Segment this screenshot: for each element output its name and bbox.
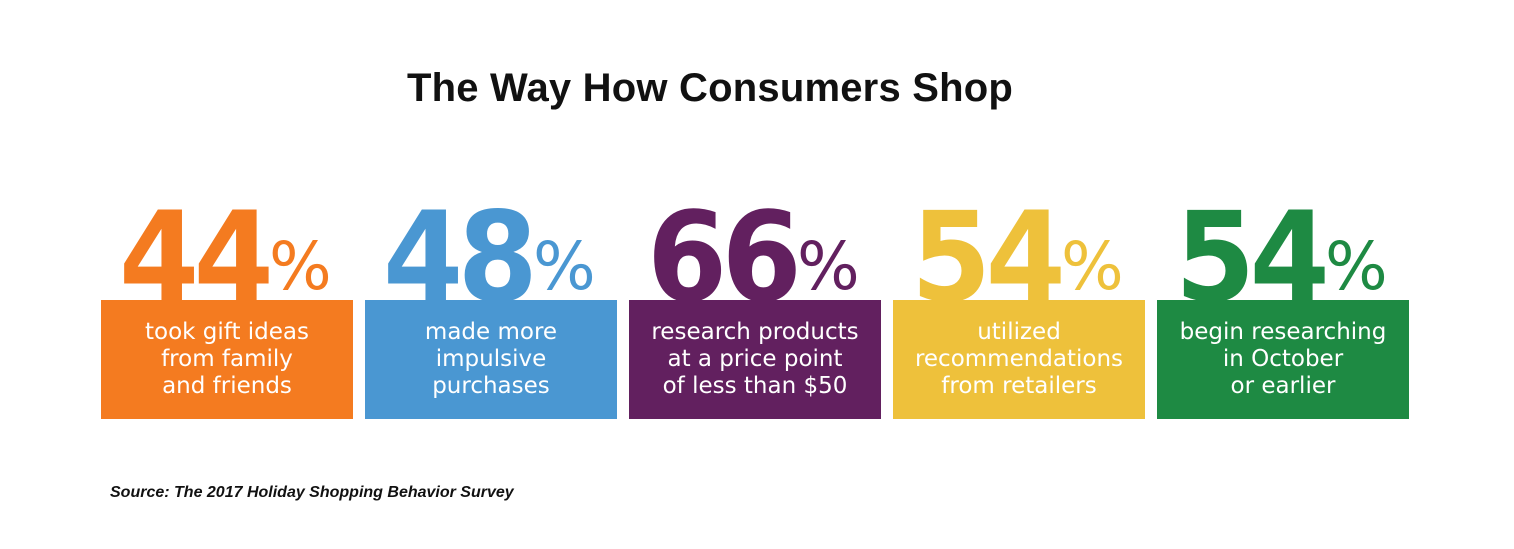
stat-label: research products at a price point of less… [651,319,859,399]
stat-value-number: 48 [383,186,538,330]
stat-label-box: research products at a price point of less… [629,300,881,419]
stat-label: made more impulsive purchases [424,319,558,399]
stat-label-box: made more impulsive purchases [365,300,617,419]
stat-card: 54% begin researching in October or earlier [1157,196,1409,419]
stat-value: 54% [911,196,1124,320]
stat-value-number: 44 [119,186,274,330]
source-note: Source: The 2017 Holiday Shopping Behavi… [110,484,514,501]
stat-label-box: utilized recommendations from retailers [893,300,1145,419]
stat-value-number: 54 [911,186,1066,330]
stat-value-unit: % [533,228,596,305]
stat-label: took gift ideas from family and friends [144,319,310,399]
stat-label: begin researching in October or earlier [1179,319,1387,399]
page-title: The Way How Consumers Shop [406,66,1013,110]
stat-value-unit: % [269,228,332,305]
stat-value-number: 66 [647,186,802,330]
stat-label: utilized recommendations from retailers [914,319,1124,399]
stat-label-box: took gift ideas from family and friends [101,300,353,419]
stat-value: 54% [1175,196,1388,320]
stat-card: 66% research products at a price point of l… [629,196,881,419]
stat-card: 44% took gift ideas from family and friends [101,196,353,419]
stat-value: 44% [119,196,332,320]
stat-value-unit: % [1061,228,1124,305]
stat-value-unit: % [1325,228,1388,305]
stat-label-box: begin researching in October or earlier [1157,300,1409,419]
stat-value-number: 54 [1175,186,1330,330]
stat-card: 48% made more impulsive purchases [365,196,617,419]
stat-value: 66% [647,196,860,320]
stat-card: 54% utilized recommendations from retailers [893,196,1145,419]
stat-value: 48% [383,196,596,320]
stat-value-unit: % [797,228,860,305]
